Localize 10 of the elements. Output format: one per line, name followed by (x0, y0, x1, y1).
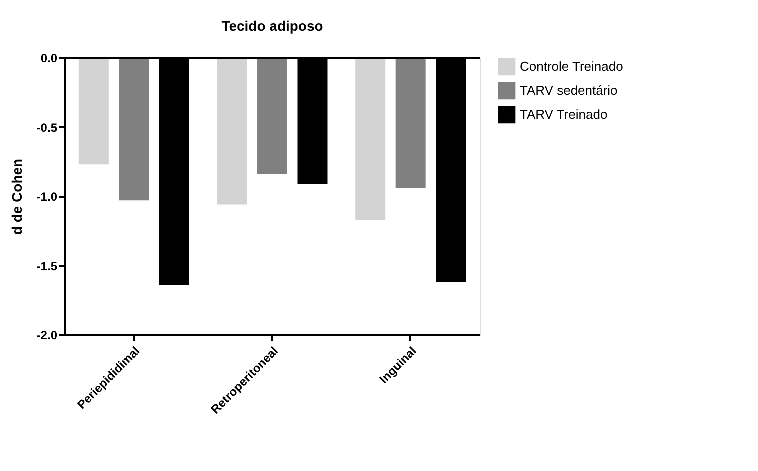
y-tick-label: -1.0 (36, 190, 58, 204)
y-axis-title: d de Cohen (8, 158, 25, 236)
legend-label: TARV sedentário (520, 83, 618, 98)
legend-label: Controle Treinado (520, 59, 624, 74)
y-tick-label: -2.0 (36, 328, 58, 342)
y-tick-label: 0.0 (40, 52, 58, 66)
y-tick-label: -0.5 (36, 120, 58, 135)
y-tick-label: -1.5 (36, 259, 58, 274)
legend-label: TARV Treinado (520, 107, 608, 122)
chart-title: Tecido adiposo (222, 18, 324, 34)
